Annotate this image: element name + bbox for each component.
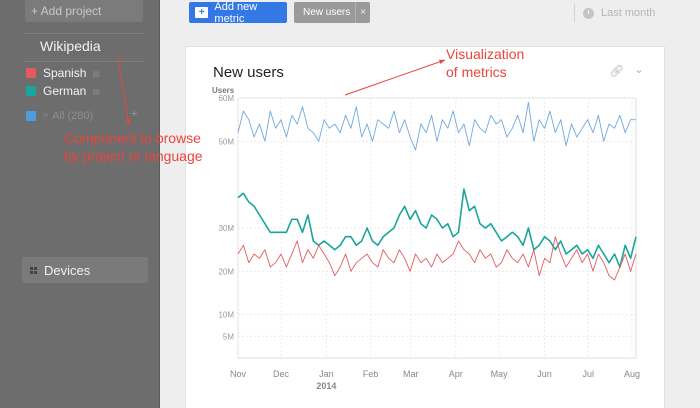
- color-swatch: [26, 110, 36, 121]
- color-swatch: [26, 86, 36, 96]
- annotation-arrow-head: [125, 119, 131, 125]
- project-title[interactable]: Wikipedia: [40, 38, 101, 54]
- x-tick-label: Apr: [449, 369, 463, 379]
- plus-icon: +: [195, 7, 209, 18]
- grid-icon: [30, 266, 37, 274]
- search-icon: ⌕: [43, 109, 50, 121]
- chip-label: New users: [303, 7, 351, 18]
- y-tick-label: 30M: [218, 224, 234, 233]
- card-title: New users: [213, 64, 284, 81]
- plot-frame: [237, 97, 637, 359]
- y-tick-label: 5M: [223, 332, 234, 341]
- x-tick-label: Dec: [273, 369, 290, 379]
- series-line-spanish: [237, 236, 637, 281]
- metric-label: Spanish: [43, 66, 87, 80]
- link-icon[interactable]: 🔗︎: [609, 64, 625, 78]
- metric-label: German: [43, 84, 87, 98]
- add-project-button[interactable]: + Add project: [25, 0, 143, 22]
- add-metric-button[interactable]: + Add new metric: [189, 0, 287, 25]
- divider: [25, 61, 143, 62]
- y-axis-label: Users: [212, 86, 235, 95]
- add-metric-label: Add new metric: [214, 0, 258, 25]
- y-tick-label: 10M: [218, 311, 234, 320]
- devices-label: Devices: [44, 262, 91, 278]
- all-label: All (280): [52, 109, 94, 122]
- x-tick-label: Jul: [582, 369, 594, 379]
- x-tick-label: Mar: [403, 369, 419, 379]
- annotation-line: Visualization: [446, 46, 525, 62]
- x-tick-label: Feb: [363, 369, 379, 379]
- annotation-visualization: Visualization of metrics: [446, 45, 524, 81]
- annotation-arrow-head: [439, 59, 445, 65]
- series-line-all: [237, 101, 636, 151]
- divider: [25, 33, 143, 34]
- y-tick-label: 60M: [218, 94, 234, 103]
- annotation-line: by project or language: [64, 148, 203, 164]
- sidebar: + Add project Wikipedia Spanish ▤ German…: [0, 0, 160, 408]
- x-year-label: 2014: [316, 381, 336, 391]
- bars-icon: ▤: [92, 68, 100, 78]
- metric-item-german[interactable]: German ▤: [26, 84, 100, 98]
- x-tick-label: May: [491, 369, 509, 379]
- close-icon[interactable]: ×: [355, 2, 370, 23]
- time-range-selector[interactable]: Last month: [574, 4, 655, 22]
- y-tick-label: 20M: [218, 267, 234, 276]
- series-line-german: [237, 188, 637, 268]
- chevron-down-icon[interactable]: ⌄: [634, 62, 645, 76]
- x-tick-label: Nov: [230, 369, 247, 379]
- bars-icon: ▤: [92, 86, 100, 96]
- x-tick-label: Jan: [319, 369, 334, 379]
- annotation-line: of metrics: [446, 64, 507, 80]
- add-icon[interactable]: +: [131, 108, 138, 120]
- metric-chip[interactable]: New users ×: [294, 2, 370, 23]
- y-tick-label: 50M: [218, 137, 234, 146]
- divider: [574, 4, 575, 22]
- time-range-label: Last month: [601, 7, 656, 19]
- annotation-component: Component to browse by project or langua…: [64, 129, 203, 165]
- x-tick-label: Jun: [537, 369, 552, 379]
- metric-item-all[interactable]: ⌕ All (280): [26, 109, 93, 122]
- color-swatch: [26, 68, 36, 78]
- annotation-arrow: [344, 59, 446, 96]
- devices-button[interactable]: Devices: [22, 257, 148, 283]
- x-tick-label: Aug: [624, 369, 640, 379]
- annotation-arrow: [117, 55, 130, 126]
- metric-item-spanish[interactable]: Spanish ▤: [26, 66, 100, 80]
- clock-icon: [583, 7, 594, 19]
- annotation-line: Component to browse: [64, 130, 201, 146]
